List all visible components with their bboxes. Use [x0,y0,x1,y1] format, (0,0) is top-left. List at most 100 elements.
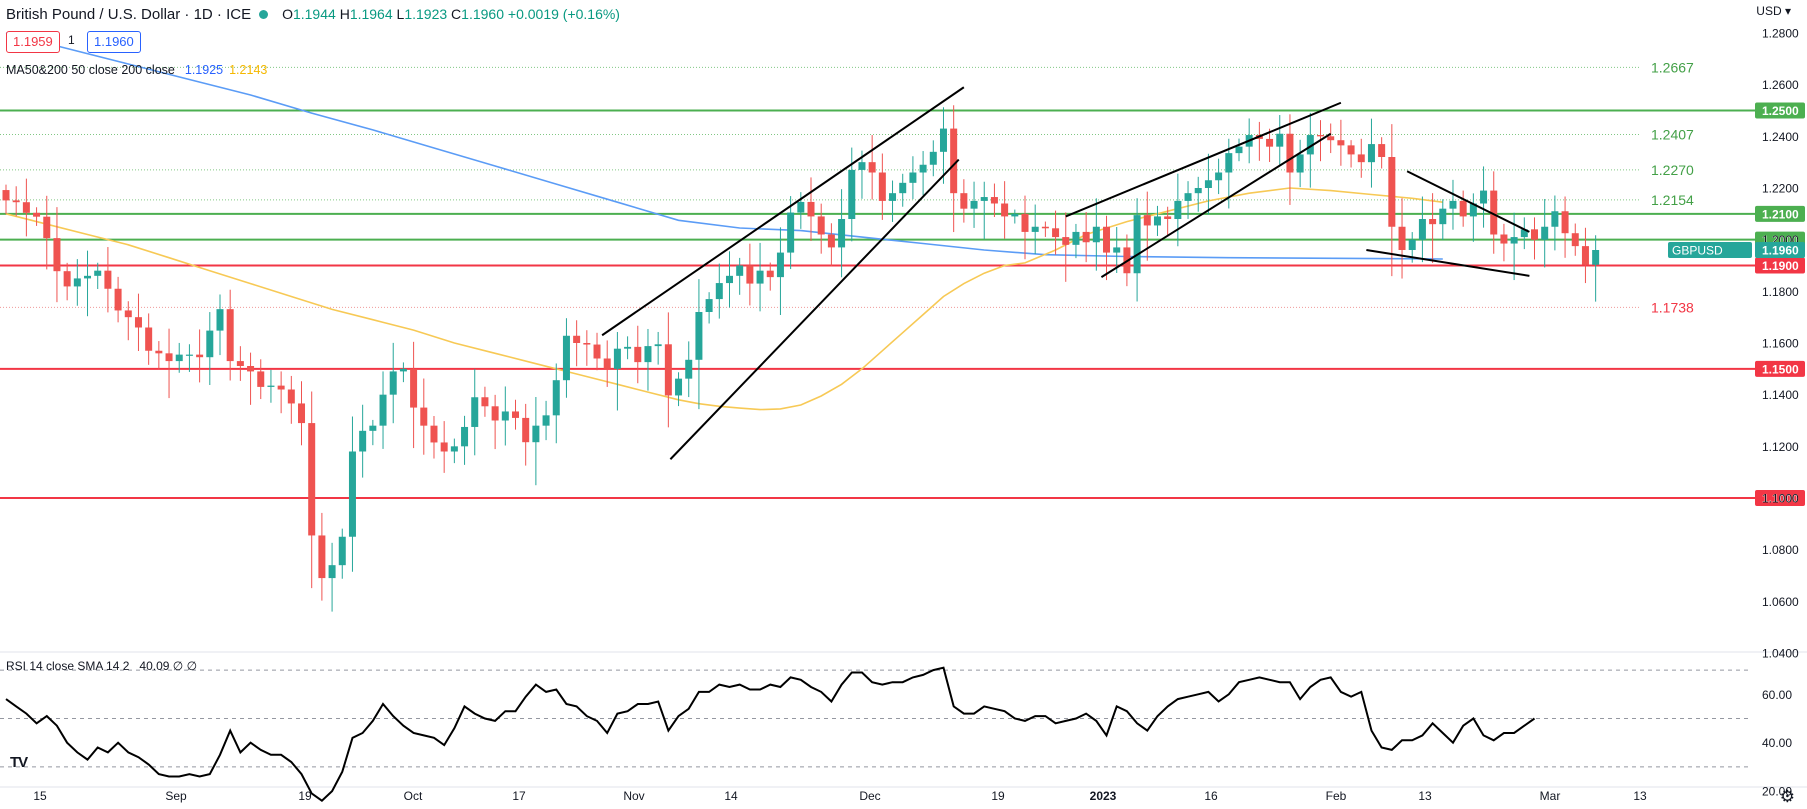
candles[interactable] [2,105,1600,612]
tradingview-logo-icon[interactable]: TV [10,754,28,771]
candle-body [1266,138,1274,147]
trendline [1406,170,1530,233]
candle-body [33,212,41,217]
candle-body [868,162,876,173]
candle-body [1286,133,1294,173]
candle-body [593,344,601,359]
gear-icon[interactable]: ⚙ [1779,787,1795,806]
last-price-box [1755,242,1805,258]
currency-selector[interactable]: USD ▾ [1756,4,1791,18]
candle-body [216,309,224,331]
candle-body [471,397,479,427]
sell-price-button[interactable]: 1.1959 [6,31,60,53]
time-tick-label: 16 [1204,789,1218,803]
candle-body [1306,135,1314,155]
candle-body [675,378,683,396]
level-label: 1.1900 [1762,259,1799,273]
candle-body [756,270,764,284]
candle-body [236,361,244,366]
candle-body [1388,157,1396,227]
fib-label: 1.2407 [1651,127,1694,143]
candle-body [155,350,163,354]
candle-body [664,344,672,396]
ma-legend[interactable]: MA50&200 50 close 200 close 1.1925 1.2143 [6,63,267,77]
candle-body [257,371,265,387]
time-tick-label: Sep [165,789,187,803]
candle-body [491,406,499,421]
candle-body [1531,229,1538,240]
candle-body [858,162,866,170]
price-tick-label: 1.2800 [1762,27,1799,41]
rsi-tick-label: 40.00 [1762,736,1792,750]
candle-body [318,535,326,579]
symbol-tag-box [1668,242,1752,258]
time-tick-label: 19 [991,789,1005,803]
change-value: +0.0019 (+0.16%) [507,6,620,22]
candle-body [1021,213,1029,232]
candle-body [461,426,469,447]
candle-body [1184,193,1192,201]
candle-body [848,169,856,219]
candle-body [878,172,886,201]
rsi-line [5,666,1536,802]
trendline [1366,249,1530,277]
candle-body [1113,247,1121,253]
price-tick-label: 1.0400 [1762,647,1799,661]
buy-price-button[interactable]: 1.1960 [87,31,141,53]
candle-body [624,346,632,349]
time-tick-label: 13 [1633,789,1647,803]
time-axis[interactable]: 15 Sep 19 Oct 17 Nov 14 Dec 19 2023 16 Feb 13 Mar 13 [33,789,1647,803]
candle-body [247,365,255,372]
candle-body [1357,154,1365,163]
candle-body [134,317,142,328]
candle-body [1347,145,1355,155]
candle-body [196,354,204,358]
candle-body [512,411,519,418]
trendline [1100,132,1332,278]
candle-body [685,359,693,379]
candle-body [1408,239,1416,250]
low-value: 1.1923 [404,6,448,22]
candle-body [1153,216,1161,226]
price-axis[interactable]: 1.28001.26001.24001.22001.20001.18001.16… [1668,27,1805,799]
trendline [1065,101,1342,218]
candle-body [348,451,356,537]
candle-body [379,394,387,426]
candle-body [124,310,132,318]
symbol-title[interactable]: British Pound / U.S. Dollar · 1D · ICE [6,6,252,23]
rsi-legend-label: RSI 14 close SMA 14 2 [6,659,130,673]
price-tick-label: 1.1200 [1762,440,1799,454]
trendlines[interactable] [601,86,1530,460]
symbol-header: British Pound / U.S. Dollar · 1D · ICE O1… [6,6,620,23]
candle-body [1551,211,1559,227]
candle-body [2,190,10,201]
candle-body [298,403,306,424]
candle-body [939,128,947,152]
candle-body [450,446,458,452]
candle-body [776,252,784,278]
candle-body [185,354,193,356]
candle-body [1367,144,1375,163]
candle-body [1072,231,1080,245]
time-tick-label: 17 [512,789,526,803]
candle-body [644,346,652,363]
fib-label: 1.2154 [1651,192,1694,208]
rsi-legend[interactable]: RSI 14 close SMA 14 2 40.09 ∅ ∅ [6,659,197,673]
candle-body [950,128,958,194]
candle-body [12,200,20,203]
candle-body [53,238,61,272]
candle-body [603,358,611,369]
price-tick-label: 1.1000 [1762,492,1799,506]
candle-body [338,536,346,566]
candle-body [1143,215,1151,226]
candle-body [695,312,703,360]
candle-body [1041,226,1049,229]
candle-body [1541,226,1549,240]
rsi-guides [0,651,1807,788]
time-tick-label: 14 [724,789,738,803]
candle-body [1398,226,1406,250]
level-label-box [1755,360,1805,377]
candle-body [308,423,316,536]
candle-body [1082,231,1090,243]
